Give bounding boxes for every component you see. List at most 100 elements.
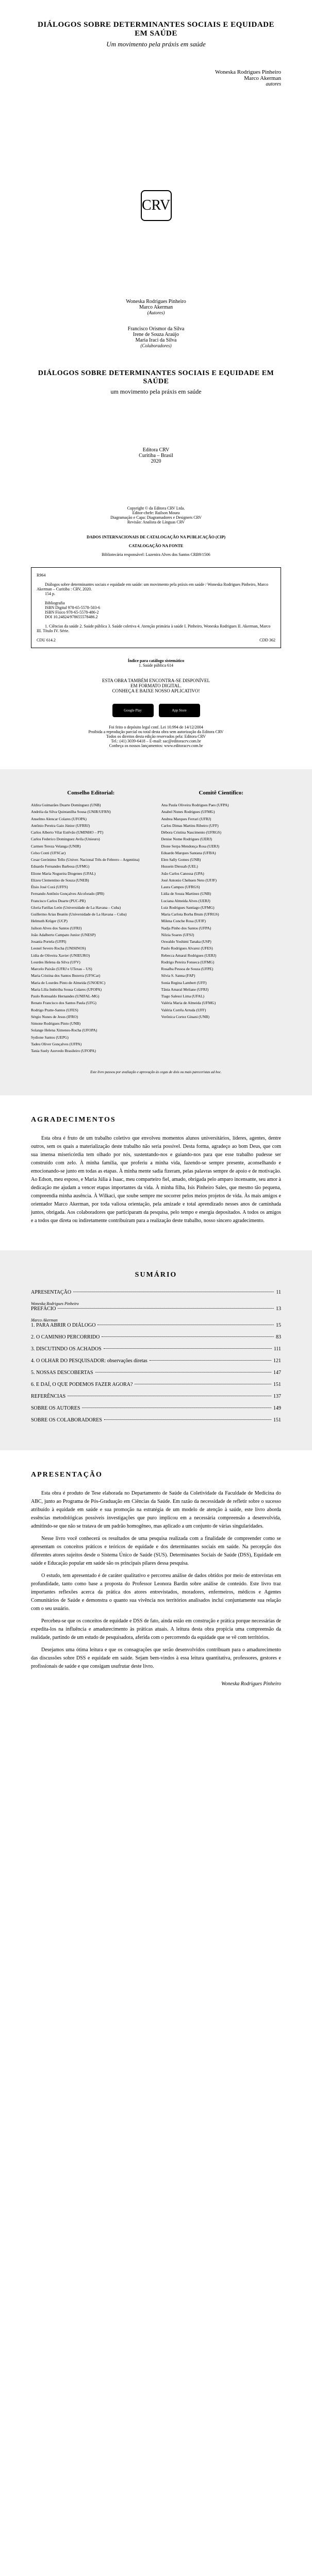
- title-block: DIÁLOGOS SOBRE DETERMINANTES SOCIAIS E E…: [31, 21, 281, 48]
- editorial-member: Tania Suely Azevedo Brasileiro (UFOPA): [31, 1048, 151, 1054]
- catalog-pages: 154 p.: [37, 591, 275, 596]
- sumario-dots: [102, 1336, 274, 1337]
- sumario-page: 15: [276, 1323, 281, 1328]
- scientific-member: Maria Carlota Borba Brum (UFRGS): [161, 911, 282, 917]
- editorial-member: Maria de Lourdes Pinto de Almeida (UNOES…: [31, 980, 151, 986]
- scientific-member: Lídia de Souza Martinez (UNB): [161, 891, 282, 896]
- editorial-member: Guillermo Arias Beatón (Universidade de …: [31, 911, 151, 917]
- sumario-label: SOBRE OS COLABORADORES: [31, 1417, 102, 1423]
- apresentacao-p5: Desejamos uma ótima leitura e que os con…: [31, 1646, 281, 1671]
- sumario-page: 13: [276, 1306, 281, 1312]
- sumario-list: APRESENTAÇÃO11Woneska Rodrigues Pinheiro…: [31, 1290, 281, 1423]
- contrib-collab-2: Irene de Souza Araújo: [31, 332, 281, 337]
- legal-2: Proibida a reprodução parcial ou total d…: [31, 730, 281, 734]
- scientific-member: Débora Cristina Nascimento (UFRGS): [161, 829, 282, 835]
- editorial-member: Anselmo Alencar Colares (UFOPA): [31, 816, 151, 822]
- editorial-member: Simone Rodrigues Pinto (UNB): [31, 1021, 151, 1026]
- scientific-member: José Antonio Chehuen Neto (UFJF): [161, 877, 282, 883]
- editorial-member: Carlos Federico Dominguez Avila (Unieuro…: [31, 836, 151, 842]
- scientific-member: Rosalba Pessoa de Souza (UFPE): [161, 966, 282, 972]
- contrib-author-label: (Autores): [147, 310, 165, 315]
- inner-title-page: Woneska Rodrigues Pinheiro Marco Akerman…: [0, 263, 312, 485]
- authors-block: Woneska Rodrigues Pinheiro Marco Akerman…: [31, 69, 281, 87]
- scientific-member: Hussein Diessah (UEL): [161, 863, 282, 869]
- sumario-item: 3. DISCUTINDO OS ACHADOS111: [31, 1346, 281, 1352]
- catalog-subjects: 1. Ciências da saúde 2. Saúde pública 3.…: [37, 624, 275, 633]
- scientific-member: Luciana Almeida Alves (UERJ): [161, 898, 282, 904]
- contrib-collab-label: (Colaboradores): [140, 343, 171, 348]
- editorial-member: Gloria Fariñas León (Universidade de La …: [31, 905, 151, 910]
- apresentacao-p4: Percebeu-se que os conceitos de equidade…: [31, 1617, 281, 1642]
- publisher-block: Editora CRV Curitiba – Brasil 2020: [31, 447, 281, 464]
- scientific-member: Eduardo Marques Santana (UFBA): [161, 850, 282, 856]
- editorial-member: Paulo Romualdo Hernandes (UNIFAL-MG): [31, 993, 151, 999]
- catalog-isbn-2: ISBN Físico 978-65-5578-486-2: [37, 610, 275, 615]
- catalog-header-2: CATALOGAÇÃO NA FONTE: [31, 544, 281, 548]
- inner-subtitle: um movimento pela práxis em saúde: [31, 388, 281, 396]
- catalog-box: R964 Diálogos sobre determinantes sociai…: [31, 567, 281, 648]
- sumario-item: 6. E DAÍ, O QUE PODEMOS FAZER AGORA? 151: [31, 1382, 281, 1387]
- sumario-page: 151: [273, 1382, 281, 1387]
- scientific-member: Ana Paula Oliveira Rodrigues Paes (UFPA): [161, 802, 282, 808]
- editorial-title: Conselho Editorial:: [31, 790, 151, 796]
- editorial-member: Renato Francisco dos Santos Paula (UFG): [31, 1000, 151, 1006]
- sumario-label: 6. E DAÍ, O QUE PODEMOS FAZER AGORA?: [31, 1382, 133, 1387]
- editorial-member: Fernando Antônio Gonçalves Alcoforado (I…: [31, 891, 151, 896]
- scientific-member: João Carlos Canossa (UPA): [161, 871, 282, 876]
- subtitle: Um movimento pela práxis em saúde: [31, 40, 281, 48]
- scientific-member: Valéria Maria de Almeida (UFMG): [161, 1000, 282, 1006]
- esta-obra-2: EM FORMATO DIGITAL.: [31, 683, 281, 688]
- scientific-member: Sonia Regina Lambert (UFF): [161, 980, 282, 986]
- sumario-page: 83: [276, 1334, 281, 1340]
- copyright-line-1: Copyright © da Editora CRV Ltda.: [31, 506, 281, 511]
- scientific-member: Oswaldo Yoshimi Tanaka (USP): [161, 939, 282, 944]
- editorial-council: Conselho Editorial: Aldira Guimarães Dua…: [31, 790, 151, 1055]
- contrib-collab-1: Francisco Orismor da Silva: [31, 326, 281, 332]
- inner-title-block: DIÁLOGOS SOBRE DETERMINANTES SOCIAIS E E…: [31, 369, 281, 396]
- copyright-line-4: Revisão: Analista de Línguas CRV: [31, 520, 281, 524]
- editorial-member: Rodrigo Pratte-Santos (UFES): [31, 1007, 151, 1013]
- editorial-list: Aldira Guimarães Duarte Domínguez (UNB)A…: [31, 802, 151, 1054]
- index-title: Índice para catálogo sistemático: [31, 658, 281, 663]
- legal-4: Tel.: (41) 3039-6418 – E-mail: sac@edito…: [31, 739, 281, 743]
- main-title: DIÁLOGOS SOBRE DETERMINANTES SOCIAIS E E…: [31, 21, 281, 38]
- editorial-member: Eduardo Fernandes Barbosa (UFMG): [31, 863, 151, 869]
- apresentacao-p3: O estudo, tem apresentado é de caráter q…: [31, 1572, 281, 1613]
- esta-obra-1: ESTA OBRA TAMBÉM ENCONTRA-SE DISPONÍVEL: [31, 678, 281, 683]
- sumario-page: 11: [276, 1290, 281, 1295]
- editorial-member: Lídia de Oliveira Xavier (UNIEURO): [31, 953, 151, 958]
- editorial-member: Sydione Santos (UEPG): [31, 1035, 151, 1040]
- scientific-member: Nilzia Soares (UFSJ): [161, 932, 282, 938]
- apresentacao-page: APRESENTAÇÃO Esta obra é produto de Tese…: [0, 1450, 312, 1708]
- copyright-line-2: Editor-chefe: Railson Moura: [31, 511, 281, 515]
- sumario-label: 3. DISCUTINDO OS ACHADOS: [31, 1346, 102, 1352]
- editorial-member: Carmen Tereza Velanga (UNIR): [31, 843, 151, 849]
- catalog-cdu: CDU 614.2: [37, 638, 56, 642]
- sumario-item: 5. NOSSAS DESCOBERTAS147: [31, 1370, 281, 1376]
- scientific-member: Nadja Pinho dos Santos (UFPA): [161, 925, 282, 931]
- legal-text: Foi feito o depósito legal conf. Lei 10.…: [31, 725, 281, 748]
- catalog-bib: Bibliografia: [37, 601, 275, 605]
- legal-5: Conheça os nossos lançamentos: www.edito…: [31, 743, 281, 748]
- app-store-badge[interactable]: App Store: [159, 704, 200, 717]
- agradecimentos-p1: Esta obra é fruto de um trabalho coletiv…: [31, 1134, 281, 1225]
- sumario-label: APRESENTAÇÃO: [31, 1290, 71, 1295]
- sumario-dots: [104, 1348, 272, 1349]
- editorial-member: Antônio Pereira Gaio Júnior (UFRRJ): [31, 823, 151, 828]
- catalog-doi: DOI 10.24824/978655578486.2: [37, 615, 275, 619]
- contrib-author-1: Woneska Rodrigues Pinheiro: [31, 299, 281, 304]
- editorial-member: Andréia da Silva Quintanilha Sousa (UNIR…: [31, 809, 151, 815]
- scientific-member: Tiago Salessi Lima (UFAL): [161, 993, 282, 999]
- sumario-item: APRESENTAÇÃO11Woneska Rodrigues Pinheiro: [31, 1290, 281, 1306]
- scientific-member: Silvia S. Sanna (FAP): [161, 973, 282, 978]
- sumario-page: 137: [273, 1394, 281, 1399]
- sumario-title: SUMÁRIO: [31, 1271, 281, 1279]
- google-play-badge[interactable]: Google Play: [112, 704, 154, 717]
- editorial-member: Elizeu Clementino de Souza (UNEB): [31, 877, 151, 883]
- catalog-header-3: Bibliotecária responsável: Luzenira Alve…: [31, 552, 281, 557]
- sumario-page: SUMÁRIO APRESENTAÇÃO11Woneska Rodrigues …: [0, 1250, 312, 1450]
- catalog-header-1: DADOS INTERNACIONAIS DE CATALOGAÇÃO NA P…: [31, 535, 281, 539]
- editorial-member: Solange Helena Ximenes-Rocha (UFOPA): [31, 1027, 151, 1033]
- scientific-list: Ana Paula Oliveira Rodrigues Paes (UFPA)…: [161, 802, 282, 1020]
- editorial-member: Sérgio Nunes de Jesus (IFRO): [31, 1014, 151, 1020]
